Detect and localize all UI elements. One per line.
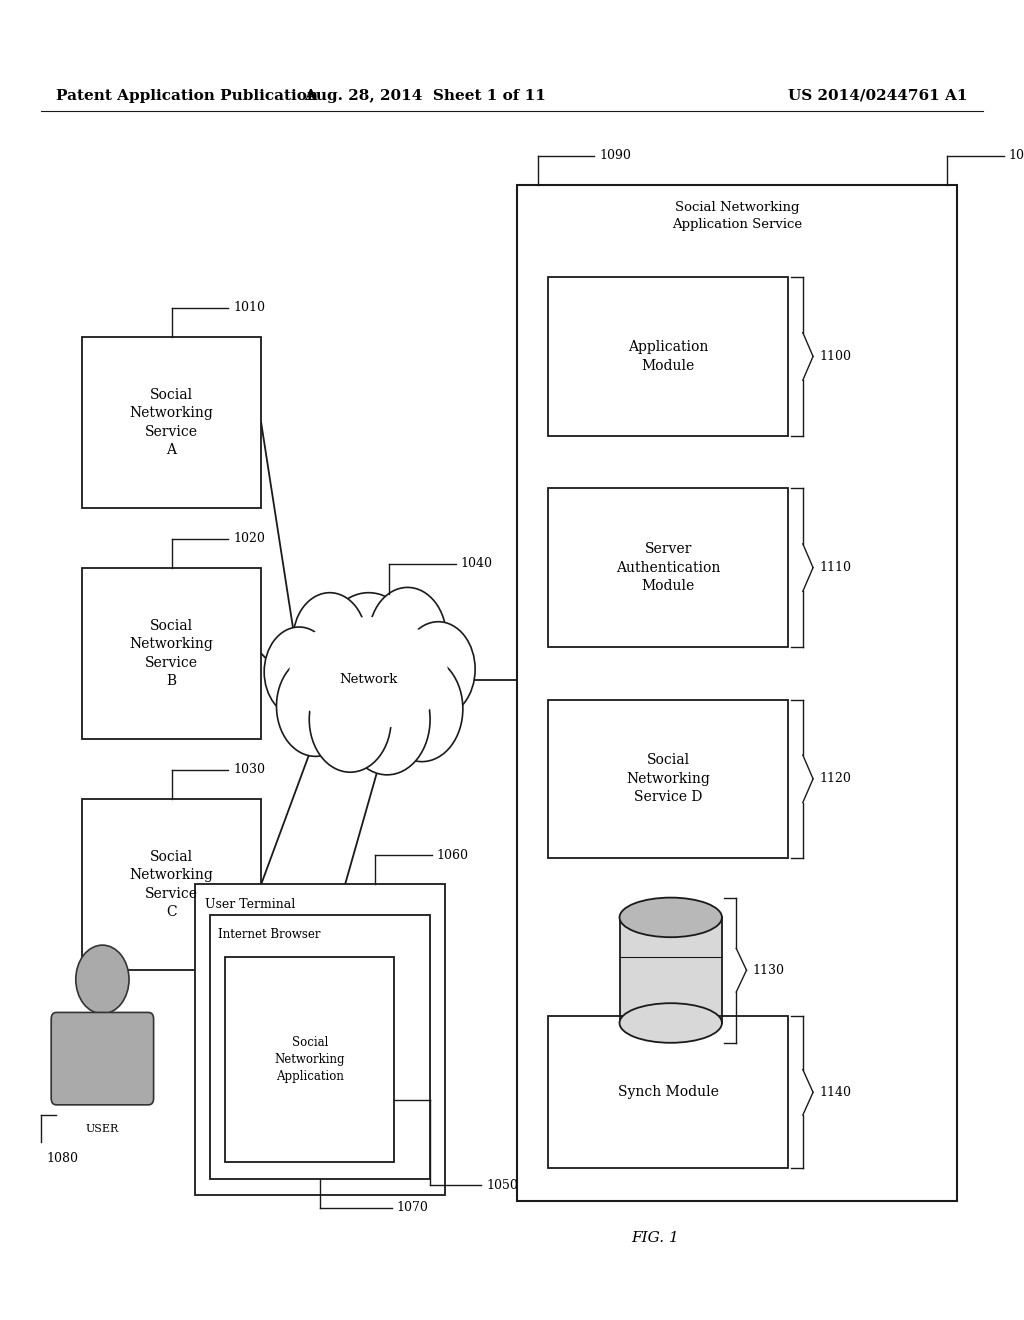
Text: 1030: 1030 <box>232 763 265 776</box>
Circle shape <box>264 627 334 717</box>
Text: 1040: 1040 <box>461 557 493 570</box>
Text: 1120: 1120 <box>819 772 851 785</box>
Text: Social Networking
Application Service: Social Networking Application Service <box>672 201 803 231</box>
Bar <box>620 917 722 1023</box>
Text: 1140: 1140 <box>819 1086 851 1098</box>
Ellipse shape <box>620 898 722 937</box>
Circle shape <box>319 593 418 719</box>
Bar <box>210 915 430 1179</box>
Text: 1070: 1070 <box>397 1201 429 1214</box>
Circle shape <box>309 667 391 772</box>
Text: 1100: 1100 <box>819 350 851 363</box>
Ellipse shape <box>620 1003 722 1043</box>
Text: User Terminal: User Terminal <box>205 898 295 911</box>
Circle shape <box>344 664 430 775</box>
Text: 1000: 1000 <box>1009 149 1024 162</box>
Text: Social
Networking
Service
B: Social Networking Service B <box>130 619 213 688</box>
Text: 1130: 1130 <box>753 964 784 977</box>
Text: Social
Networking
Service
C: Social Networking Service C <box>130 850 213 919</box>
Ellipse shape <box>289 618 449 729</box>
Circle shape <box>276 656 354 756</box>
Bar <box>225 957 394 1162</box>
Text: 1020: 1020 <box>232 532 265 545</box>
Text: 1090: 1090 <box>599 149 631 162</box>
Circle shape <box>369 587 446 688</box>
Text: Social
Networking
Service
A: Social Networking Service A <box>130 388 213 457</box>
Text: US 2014/0244761 A1: US 2014/0244761 A1 <box>788 88 968 103</box>
Text: Aug. 28, 2014  Sheet 1 of 11: Aug. 28, 2014 Sheet 1 of 11 <box>304 88 546 103</box>
Bar <box>548 700 788 858</box>
Bar <box>548 488 788 647</box>
Text: Application
Module: Application Module <box>628 339 709 374</box>
Text: Patent Application Publication: Patent Application Publication <box>56 88 318 103</box>
Bar <box>82 337 261 508</box>
Bar <box>82 568 261 739</box>
Bar <box>517 185 957 1201</box>
Text: Synch Module: Synch Module <box>617 1085 719 1100</box>
Bar <box>548 277 788 436</box>
Text: USER: USER <box>86 1123 119 1134</box>
Circle shape <box>401 622 475 717</box>
Bar <box>195 884 445 1195</box>
Text: Internet Browser: Internet Browser <box>218 928 321 941</box>
Text: 1050: 1050 <box>486 1179 518 1192</box>
Text: Server
Authentication
Module: Server Authentication Module <box>616 543 720 593</box>
Bar <box>548 1016 788 1168</box>
Text: 1080: 1080 <box>46 1152 78 1166</box>
Text: Social
Networking
Application: Social Networking Application <box>274 1036 345 1082</box>
Text: 1060: 1060 <box>436 849 469 862</box>
Text: Social
Networking
Service D: Social Networking Service D <box>627 754 710 804</box>
Circle shape <box>381 656 463 762</box>
Text: 1010: 1010 <box>232 301 265 314</box>
Text: FIG. 1: FIG. 1 <box>632 1232 679 1245</box>
Text: Network: Network <box>339 673 398 686</box>
Circle shape <box>76 945 129 1014</box>
Bar <box>82 799 261 970</box>
Text: 1110: 1110 <box>819 561 851 574</box>
Circle shape <box>293 593 367 688</box>
FancyBboxPatch shape <box>51 1012 154 1105</box>
